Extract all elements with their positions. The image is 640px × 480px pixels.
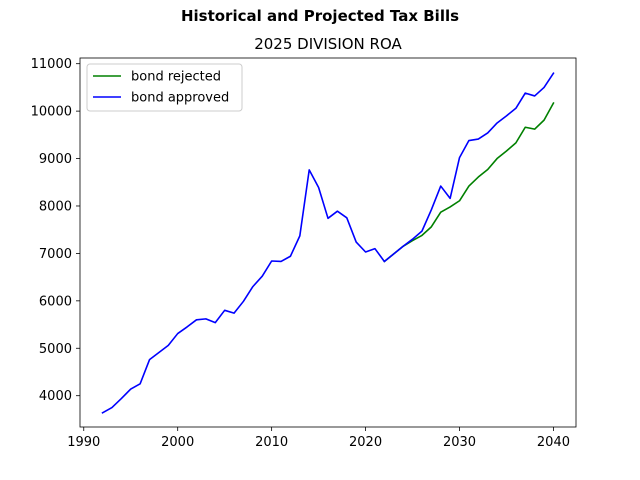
x-tick-label: 2020 (349, 435, 382, 450)
axis-ticks: 1990 2000 2010 2020 2030 2040 4000 5000 6000 7000… (31, 57, 570, 450)
legend: bond rejected bond approved (86, 63, 243, 112)
series-line-1 (101, 72, 555, 414)
series-line-0 (383, 101, 555, 263)
x-tick-label: 2010 (255, 435, 288, 450)
x-tick-label: 1990 (67, 435, 100, 450)
y-tick-label: 5000 (39, 342, 72, 357)
y-tick-label: 7000 (39, 247, 72, 262)
y-tick-label: 6000 (39, 294, 72, 309)
chart-title: 2025 DIVISION ROA (254, 35, 402, 53)
figure-suptitle: Historical and Projected Tax Bills (180, 7, 460, 25)
y-tick-label: 4000 (39, 389, 72, 404)
x-tick-label: 2030 (443, 435, 476, 450)
y-tick-label: 10000 (31, 105, 72, 120)
legend-label-1: bond approved (131, 91, 229, 106)
x-tick-label: 2040 (537, 435, 570, 450)
x-tick-label: 2000 (161, 435, 194, 450)
legend-label-0: bond rejected (131, 70, 221, 85)
y-tick-label: 8000 (39, 199, 72, 214)
legend-box (86, 63, 243, 112)
series-lines (101, 72, 555, 414)
y-tick-label: 9000 (39, 152, 72, 167)
y-tick-label: 11000 (31, 57, 72, 72)
plot-frame (79, 57, 577, 428)
